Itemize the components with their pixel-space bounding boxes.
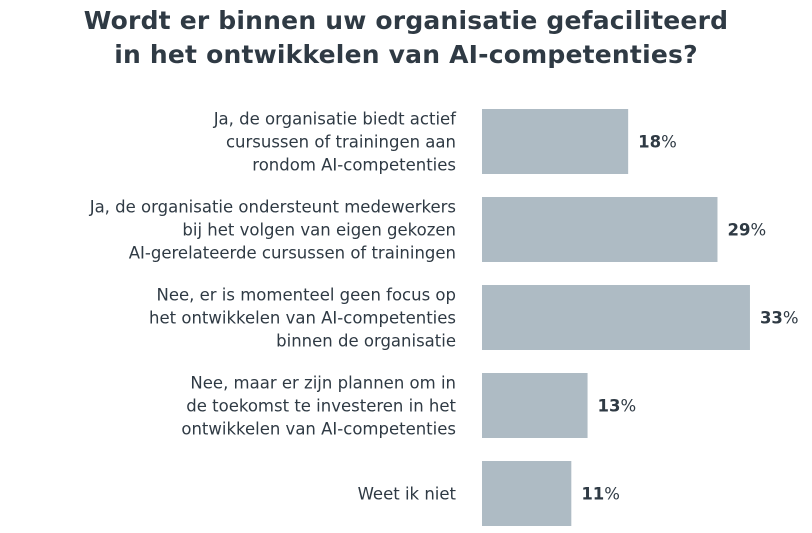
value-label-2: 29% xyxy=(727,221,766,240)
category-label-line: cursussen of trainingen aan xyxy=(226,133,456,152)
value-label-3: 33% xyxy=(760,309,799,328)
category-label-2: Ja, de organisatie ondersteunt medewerke… xyxy=(89,198,456,263)
bar-2 xyxy=(482,197,718,262)
bar-5 xyxy=(482,461,572,526)
category-label-5: Weet ik niet xyxy=(358,485,457,504)
chart-title: Wordt er binnen uw organisatie gefacilit… xyxy=(0,4,812,72)
category-label-line: Ja, de organisatie biedt actief xyxy=(213,110,457,129)
category-label-line: Weet ik niet xyxy=(358,485,457,504)
bar-4 xyxy=(482,373,588,438)
category-label-line: de toekomst te investeren in het xyxy=(186,397,456,416)
category-label-4: Nee, maar er zijn plannen om in de toekom… xyxy=(181,374,456,439)
value-label-1: 18% xyxy=(638,133,677,152)
value-label-5: 11% xyxy=(581,485,620,504)
category-label-line: binnen de organisatie xyxy=(276,332,456,351)
value-suffix: % xyxy=(750,221,766,240)
category-label-line: AI-gerelateerde cursussen of trainingen xyxy=(129,244,456,263)
category-label-line: Nee, er is momenteel geen focus op xyxy=(156,286,456,305)
value-number: 33 xyxy=(760,309,783,328)
chart-title-line-1: Wordt er binnen uw organisatie gefacilit… xyxy=(83,6,729,35)
value-suffix: % xyxy=(621,397,637,416)
value-number: 18 xyxy=(638,133,661,152)
category-label-line: bij het volgen van eigen gekozen xyxy=(182,221,456,240)
category-label-line: Nee, maar er zijn plannen om in xyxy=(190,374,456,393)
category-label-1: Ja, de organisatie biedt actief cursussen… xyxy=(213,110,457,175)
category-label-3: Nee, er is momenteel geen focus op het on… xyxy=(149,286,456,351)
category-label-line: rondom AI-competenties xyxy=(252,156,456,175)
value-label-4: 13% xyxy=(598,397,637,416)
value-suffix: % xyxy=(604,485,620,504)
chart-title-line-2: in het ontwikkelen van AI-competenties? xyxy=(114,40,698,69)
value-suffix: % xyxy=(661,133,677,152)
category-label-line: Ja, de organisatie ondersteunt medewerke… xyxy=(89,198,456,217)
bar-3 xyxy=(482,285,750,350)
value-number: 11 xyxy=(581,485,604,504)
value-number: 29 xyxy=(727,221,750,240)
bar-1 xyxy=(482,109,629,174)
value-suffix: % xyxy=(783,309,799,328)
category-label-line: ontwikkelen van AI-competenties xyxy=(181,420,456,439)
value-number: 13 xyxy=(598,397,621,416)
category-label-line: het ontwikkelen van AI-competenties xyxy=(149,309,456,328)
